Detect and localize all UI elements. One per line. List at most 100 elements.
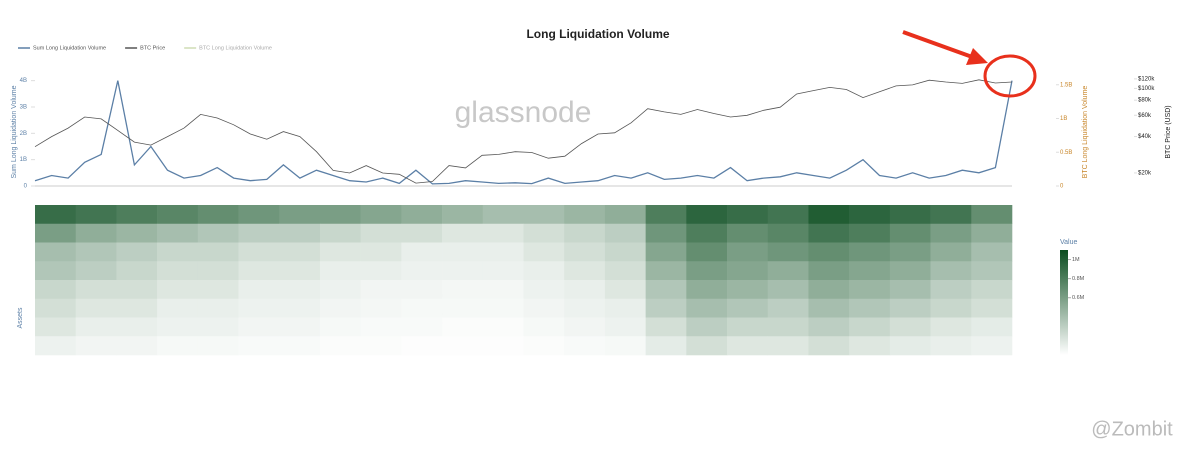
heatmap-cell bbox=[808, 223, 850, 243]
heatmap-cell bbox=[116, 261, 158, 281]
heatmap-cell bbox=[564, 317, 606, 337]
heatmap-cell bbox=[686, 223, 728, 243]
heatmap-cell bbox=[849, 298, 891, 318]
heatmap-cell bbox=[889, 242, 931, 262]
heatmap-cell bbox=[930, 298, 972, 318]
heatmap-cell bbox=[238, 317, 280, 337]
heatmap-cell bbox=[645, 261, 687, 281]
heatmap-cell bbox=[523, 242, 565, 262]
heatmap-cell bbox=[157, 280, 199, 300]
heatmap-cell bbox=[319, 242, 361, 262]
heatmap-cell bbox=[75, 205, 117, 225]
heatmap-cell bbox=[930, 280, 972, 300]
heatmap-cell bbox=[645, 242, 687, 262]
heatmap-cell bbox=[157, 223, 199, 243]
heatmap-cell bbox=[401, 280, 443, 300]
heatmap-cell bbox=[442, 336, 484, 356]
heatmap-cell bbox=[442, 298, 484, 318]
series-line bbox=[34, 80, 1013, 185]
heatmap-cell bbox=[930, 317, 972, 337]
heatmap-cell bbox=[319, 298, 361, 318]
heatmap-cell bbox=[604, 336, 646, 356]
heatmap-cell bbox=[482, 298, 524, 318]
heatmap-cell bbox=[482, 261, 524, 281]
heatmap-cell bbox=[645, 223, 687, 243]
heatmap-cell bbox=[889, 336, 931, 356]
heatmap-cell bbox=[727, 280, 769, 300]
heatmap-cell bbox=[35, 261, 77, 281]
heatmap-cell bbox=[319, 317, 361, 337]
heatmap-cell bbox=[279, 317, 321, 337]
highlight-circle bbox=[983, 54, 1037, 98]
heatmap-cell bbox=[889, 205, 931, 225]
heatmap-cell bbox=[482, 280, 524, 300]
heatmap-cell bbox=[75, 242, 117, 262]
heatmap-cell bbox=[157, 261, 199, 281]
heatmap-cell bbox=[482, 336, 524, 356]
heatmap-cell bbox=[564, 261, 606, 281]
heatmap-cell bbox=[564, 336, 606, 356]
heatmap-cell bbox=[767, 280, 809, 300]
credit: @Zombit bbox=[1091, 418, 1173, 440]
heatmap-cell bbox=[930, 223, 972, 243]
heatmap-cell bbox=[116, 242, 158, 262]
colorbar-tick-label: 0.6M bbox=[1072, 295, 1085, 301]
heatmap-cell bbox=[849, 336, 891, 356]
heatmap-cell bbox=[197, 317, 239, 337]
heatmap-cell bbox=[523, 317, 565, 337]
y-axis-label: Sum Long Liquidation Volume bbox=[11, 85, 18, 178]
heatmap-cell bbox=[889, 280, 931, 300]
heatmap-cell bbox=[116, 280, 158, 300]
y3-tick-label: $100k bbox=[1138, 86, 1155, 92]
heatmap-cell bbox=[849, 205, 891, 225]
y2-tick-label: 0.5B bbox=[1060, 150, 1072, 156]
heatmap-cell bbox=[767, 298, 809, 318]
heatmap-cell bbox=[35, 205, 77, 225]
colorbar-tick-label: 0.8M bbox=[1072, 276, 1085, 282]
heatmap-cell bbox=[849, 223, 891, 243]
heatmap-y-label: Assets bbox=[17, 307, 24, 329]
heatmap-cell bbox=[930, 336, 972, 356]
heatmap-cell bbox=[75, 280, 117, 300]
heatmap-cell bbox=[930, 242, 972, 262]
heatmap-cell bbox=[604, 261, 646, 281]
heatmap-cell bbox=[889, 317, 931, 337]
heatmap-cell bbox=[279, 261, 321, 281]
heatmap-cell bbox=[727, 261, 769, 281]
legend-label: BTC Long Liquidation Volume bbox=[199, 45, 272, 51]
heatmap-cell bbox=[889, 298, 931, 318]
heatmap-cell bbox=[401, 223, 443, 243]
heatmap-cell bbox=[645, 205, 687, 225]
heatmap-cell bbox=[645, 280, 687, 300]
heatmap-cell bbox=[971, 261, 1013, 281]
heatmap-cell bbox=[767, 205, 809, 225]
heatmap-cell bbox=[319, 205, 361, 225]
heatmap-cell bbox=[604, 223, 646, 243]
heatmap-cell bbox=[604, 317, 646, 337]
heatmap-cell bbox=[767, 317, 809, 337]
heatmap-cell bbox=[523, 336, 565, 356]
heatmap-cell bbox=[564, 298, 606, 318]
heatmap-cell bbox=[564, 205, 606, 225]
heatmap-cell bbox=[808, 336, 850, 356]
heatmap-cell bbox=[75, 298, 117, 318]
heatmap-cell bbox=[604, 280, 646, 300]
y-tick-label: 0 bbox=[24, 184, 28, 190]
heatmap-cell bbox=[360, 317, 402, 337]
heatmap-cell bbox=[35, 223, 77, 243]
heatmap-cell bbox=[523, 223, 565, 243]
heatmap-cell bbox=[727, 336, 769, 356]
heatmap-cell bbox=[808, 298, 850, 318]
heatmap-cell bbox=[604, 205, 646, 225]
heatmap-cell bbox=[360, 223, 402, 243]
heatmap-cell bbox=[279, 280, 321, 300]
heatmap-cell bbox=[35, 317, 77, 337]
heatmap-cell bbox=[686, 317, 728, 337]
chart-title: Long Liquidation Volume bbox=[526, 27, 669, 41]
heatmap-cell bbox=[319, 261, 361, 281]
heatmap-cell bbox=[767, 336, 809, 356]
heatmap-cell bbox=[238, 336, 280, 356]
colorbar bbox=[1060, 250, 1068, 355]
heatmap-cell bbox=[401, 261, 443, 281]
